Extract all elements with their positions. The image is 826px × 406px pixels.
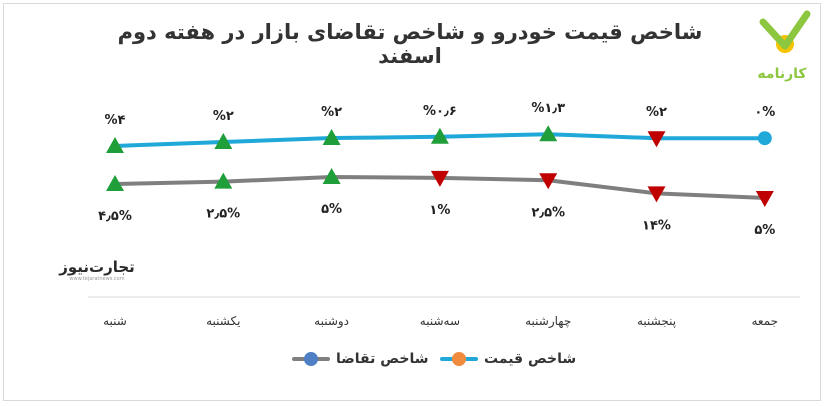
data-label: ۵% bbox=[321, 202, 342, 217]
tejarat-news-logo: تجارت‌نیوز www.tejaratnews.com bbox=[52, 258, 142, 288]
legend-label-price: شاخص قیمت bbox=[484, 351, 577, 367]
data-point-up bbox=[214, 172, 233, 189]
data-label: %۲ bbox=[646, 105, 667, 120]
legend-item-price: شاخص قیمت bbox=[440, 346, 576, 372]
x-tick-label: یکشنبه bbox=[206, 314, 240, 328]
x-tick-label: پنجشنبه bbox=[637, 314, 676, 328]
data-label: ۴٫۵% bbox=[98, 209, 132, 224]
data-label: ۱% bbox=[429, 203, 450, 218]
x-tick-label: جمعه bbox=[752, 314, 779, 328]
legend-dot-demand bbox=[304, 352, 318, 366]
data-label: ۰% bbox=[754, 105, 775, 120]
data-point-up bbox=[430, 127, 449, 144]
karnameh-check-icon bbox=[759, 10, 811, 50]
data-point-down bbox=[755, 191, 774, 207]
data-label: %۲ bbox=[213, 109, 234, 124]
x-axis-ticks: شنبه یکشنبه دوشنبه سه‌شنبه چهارشنبه پنجشنبه جم… bbox=[103, 314, 778, 329]
data-label: %۱٫۳ bbox=[531, 101, 565, 116]
data-point-down bbox=[539, 173, 558, 190]
karnameh-logo: کارنامه bbox=[757, 10, 811, 82]
legend-item-demand: شاخص تقاضا bbox=[292, 346, 428, 372]
tejarat-logo-url: www.tejaratnews.com bbox=[69, 276, 125, 282]
chart-title: شاخص قیمت خودرو و شاخص تقاضای بازار در ه… bbox=[117, 20, 703, 68]
series-layer: %۴ %۲ %۲ %۰٫۶ %۱٫۳ %۲ ۰% ۴٫۵% ۲٫۵% ۵% ۱% ۲٫۵% ۱۴% ۵% bbox=[98, 101, 775, 238]
data-label: ۲٫۵% bbox=[531, 205, 565, 220]
x-tick-label: چهارشنبه bbox=[525, 314, 571, 329]
karnameh-logo-text: کارنامه bbox=[757, 66, 807, 82]
legend-swatch-demand bbox=[292, 352, 330, 366]
data-point-up bbox=[322, 168, 341, 184]
data-point-up bbox=[106, 137, 124, 153]
data-label: %۲ bbox=[321, 105, 342, 120]
data-point-down bbox=[647, 186, 666, 203]
data-label: %۰٫۶ bbox=[423, 104, 457, 119]
data-label: ۵% bbox=[754, 223, 775, 238]
legend-dot-price bbox=[452, 352, 466, 366]
chart-legend: شاخص قیمت شاخص تقاضا bbox=[0, 346, 826, 372]
data-label: ۲٫۵% bbox=[206, 207, 240, 222]
x-tick-label: دوشنبه bbox=[314, 314, 349, 329]
data-point bbox=[757, 131, 772, 146]
data-label: ۱۴% bbox=[642, 218, 671, 233]
x-tick-label: شنبه bbox=[103, 314, 127, 328]
data-point-up bbox=[322, 129, 341, 145]
chart-frame bbox=[3, 3, 821, 401]
data-point-up bbox=[106, 175, 124, 191]
legend-swatch-price bbox=[440, 352, 478, 366]
tejarat-logo-name: تجارت‌نیوز bbox=[59, 258, 135, 276]
legend-label-demand: شاخص تقاضا bbox=[336, 351, 429, 367]
data-point-down bbox=[430, 170, 449, 187]
x-tick-label: سه‌شنبه bbox=[420, 314, 460, 328]
data-point-up bbox=[539, 125, 558, 142]
data-point-down bbox=[647, 131, 666, 148]
data-point-up bbox=[214, 133, 233, 149]
data-label: %۴ bbox=[105, 113, 126, 128]
